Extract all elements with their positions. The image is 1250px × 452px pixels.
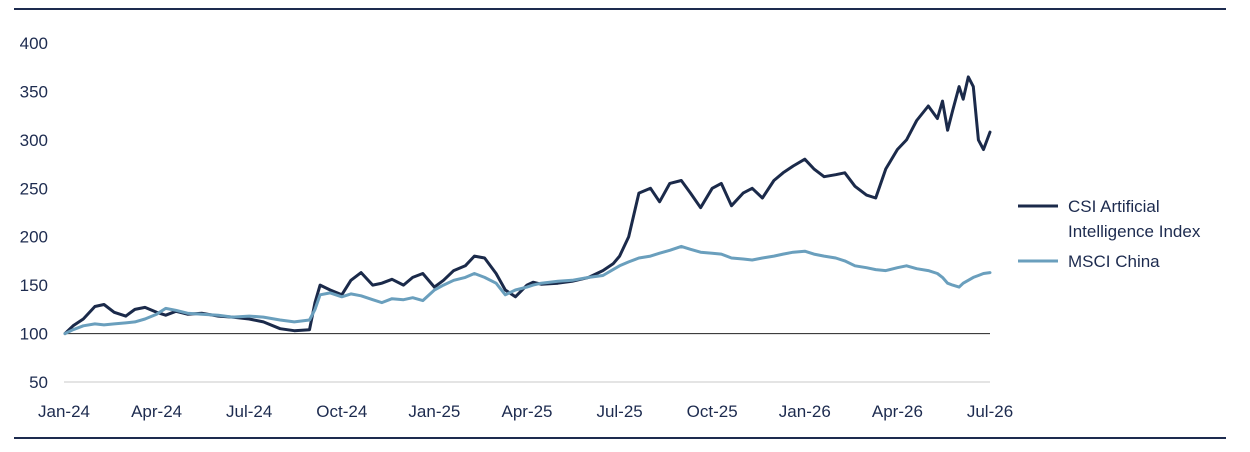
y-tick-label: 150 (20, 276, 48, 295)
legend-item: CSI Artificial Intelligence Index (1018, 197, 1201, 241)
x-tick-label: Jan-25 (408, 402, 460, 421)
legend-label: CSI Artificial (1068, 197, 1160, 216)
x-tick-label: Jul-26 (967, 402, 1013, 421)
series-line (63, 75, 992, 336)
series-line (63, 244, 992, 336)
y-tick-label: 300 (20, 131, 48, 150)
series-lines (63, 75, 992, 336)
x-axis-ticks: Jan-24 Apr-24 Jul-24 Oct-24 Jan-25 Apr-25 Jul-… (38, 402, 1013, 421)
x-tick-label: Apr-25 (501, 402, 552, 421)
x-tick-label: Apr-24 (131, 402, 182, 421)
x-tick-label: Apr-26 (872, 402, 923, 421)
legend-item: MSCI China (1018, 252, 1160, 271)
y-tick-label: 400 (20, 34, 48, 53)
legend-label: MSCI China (1068, 252, 1160, 271)
y-tick-label: 350 (20, 82, 48, 101)
y-tick-label: 50 (29, 373, 48, 392)
x-tick-label: Oct-25 (687, 402, 738, 421)
x-tick-label: Jan-26 (779, 402, 831, 421)
y-tick-label: 100 (20, 325, 48, 344)
y-tick-label: 200 (20, 228, 48, 247)
legend: CSI Artificial Intelligence Index MSCI Chi… (1018, 197, 1201, 271)
legend-label: Intelligence Index (1068, 222, 1201, 241)
x-tick-label: Oct-24 (316, 402, 367, 421)
x-tick-label: Jan-24 (38, 402, 90, 421)
x-tick-label: Jul-25 (596, 402, 642, 421)
y-axis-ticks: 50 100 150 200 250 300 350 400 (20, 34, 48, 392)
y-tick-label: 250 (20, 179, 48, 198)
x-tick-label: Jul-24 (226, 402, 272, 421)
